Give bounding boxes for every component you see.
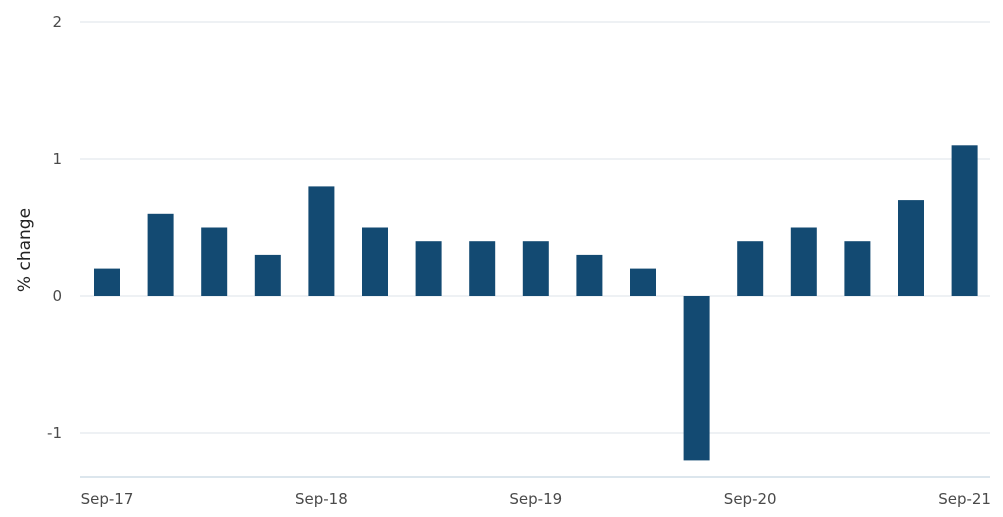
bar <box>469 241 496 296</box>
bar <box>522 241 549 296</box>
bar <box>630 268 656 296</box>
bar <box>308 186 335 296</box>
x-tick-label: Sep-21 <box>938 490 991 508</box>
bar <box>737 241 764 296</box>
y-tick-label: 2 <box>52 13 62 31</box>
bar <box>844 241 871 296</box>
bar <box>147 213 174 296</box>
y-axis-ticks: 2 1 0 -1 <box>47 13 62 442</box>
x-axis-ticks: Sep-17 Sep-18 Sep-19 Sep-20 Sep-21 <box>81 490 991 508</box>
y-axis-title: % change <box>15 208 35 292</box>
y-tick-label: 1 <box>52 150 62 168</box>
x-tick-label: Sep-19 <box>509 490 562 508</box>
x-tick-label: Sep-18 <box>295 490 348 508</box>
bar <box>683 296 710 461</box>
bars <box>94 145 978 461</box>
x-tick-label: Sep-17 <box>81 490 134 508</box>
bar <box>201 227 228 296</box>
bar <box>898 200 924 296</box>
bar <box>94 268 120 296</box>
bar <box>362 227 388 296</box>
bar <box>576 254 603 296</box>
bar <box>951 145 978 296</box>
bar <box>415 241 442 296</box>
y-tick-label: 0 <box>52 287 62 305</box>
y-tick-label: -1 <box>47 424 62 442</box>
bar <box>790 227 817 296</box>
bar <box>254 254 281 296</box>
x-tick-label: Sep-20 <box>724 490 777 508</box>
